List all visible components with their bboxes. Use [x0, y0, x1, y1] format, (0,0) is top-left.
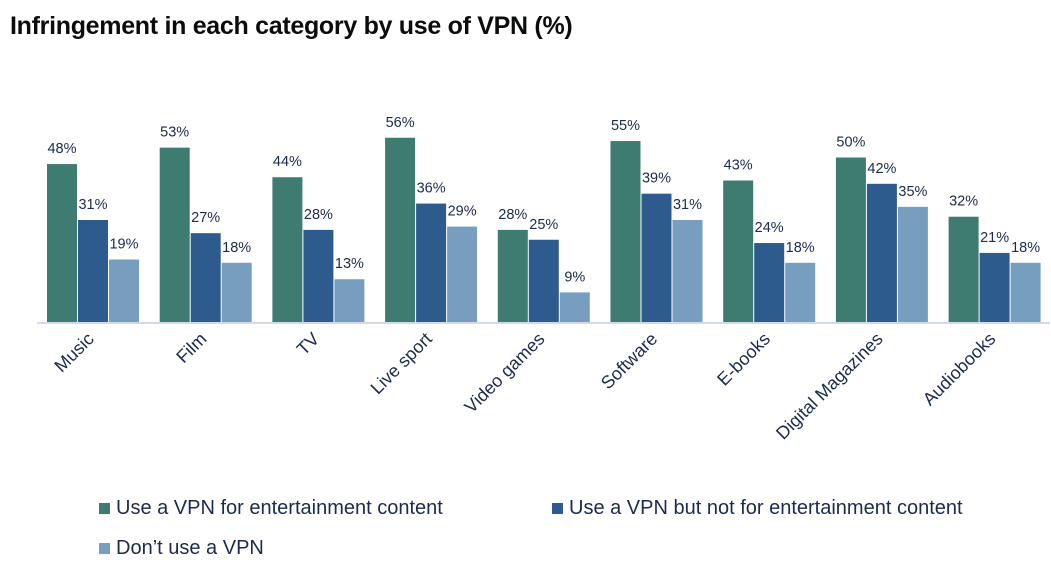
data-label: 44% [273, 154, 302, 170]
bar [948, 216, 979, 322]
data-label: 18% [222, 240, 251, 256]
bar [528, 239, 559, 322]
bar [47, 164, 77, 322]
legend-swatch [552, 503, 563, 514]
data-label: 13% [335, 256, 364, 272]
bar [447, 226, 478, 322]
data-label: 35% [898, 184, 927, 200]
data-label: 28% [304, 207, 333, 223]
bar [754, 243, 785, 322]
data-label: 55% [611, 118, 640, 134]
x-tick-label: Music [50, 329, 97, 376]
data-label: 24% [755, 220, 784, 236]
data-label: 29% [448, 204, 477, 220]
data-label: 53% [160, 125, 189, 141]
data-label: 39% [642, 171, 671, 187]
data-label: 43% [724, 158, 753, 174]
data-label: 32% [949, 194, 978, 210]
legend-item-no-vpn: Don’t use a VPN [99, 537, 264, 560]
bar [785, 262, 816, 322]
bar [835, 157, 866, 322]
data-label: 9% [564, 269, 585, 285]
bar [610, 141, 641, 322]
chart-title: Infringement in each category by use of … [10, 12, 573, 40]
legend-item-vpn-not-entertainment: Use a VPN but not for entertainment cont… [552, 497, 963, 520]
bar-chart: 48%31%19%Music53%27%18%Film44%28%13%TV56… [37, 115, 1050, 444]
bar [159, 147, 190, 322]
x-tick-label: Software [597, 329, 661, 393]
x-tick-label: E-books [713, 329, 774, 390]
bar [416, 203, 447, 322]
legend-label: Use a VPN but not for entertainment cont… [569, 497, 963, 519]
bar [979, 252, 1010, 322]
bar [866, 183, 897, 322]
bar [1010, 262, 1041, 322]
bar [334, 279, 365, 322]
legend-swatch [99, 503, 110, 514]
bar [221, 262, 252, 322]
legend-item-vpn-entertainment: Use a VPN for entertainment content [99, 497, 443, 520]
data-label: 27% [191, 210, 220, 226]
bar [303, 229, 334, 322]
bar [897, 206, 928, 322]
x-tick-label: Digital Magazines [772, 329, 887, 444]
data-label: 18% [1011, 240, 1040, 256]
data-label: 18% [786, 240, 815, 256]
legend-label: Don’t use a VPN [116, 537, 264, 559]
x-tick-label: Live sport [367, 329, 436, 398]
bar [559, 292, 590, 322]
data-label: 31% [673, 197, 702, 213]
data-label: 31% [78, 197, 107, 213]
data-label: 48% [47, 141, 76, 157]
bar [109, 259, 139, 322]
data-label: 56% [386, 115, 415, 131]
bar [723, 180, 754, 322]
data-label: 21% [980, 230, 1009, 246]
data-label: 36% [417, 181, 446, 197]
bar [641, 193, 672, 322]
bar [78, 220, 108, 322]
bar [497, 229, 528, 322]
x-tick-label: Audiobooks [919, 329, 1000, 410]
legend-swatch [99, 543, 110, 554]
data-label: 19% [109, 236, 138, 252]
bar [385, 137, 416, 322]
legend-label: Use a VPN for entertainment content [116, 497, 443, 519]
data-label: 42% [867, 161, 896, 177]
x-tick-label: TV [293, 329, 323, 359]
bar [272, 177, 303, 322]
data-label: 28% [498, 207, 527, 223]
data-label: 25% [529, 217, 558, 233]
x-tick-label: Film [172, 329, 210, 367]
bar [190, 233, 221, 322]
x-tick-label: Video games [460, 329, 548, 417]
data-label: 50% [836, 135, 865, 151]
bar [672, 220, 703, 322]
